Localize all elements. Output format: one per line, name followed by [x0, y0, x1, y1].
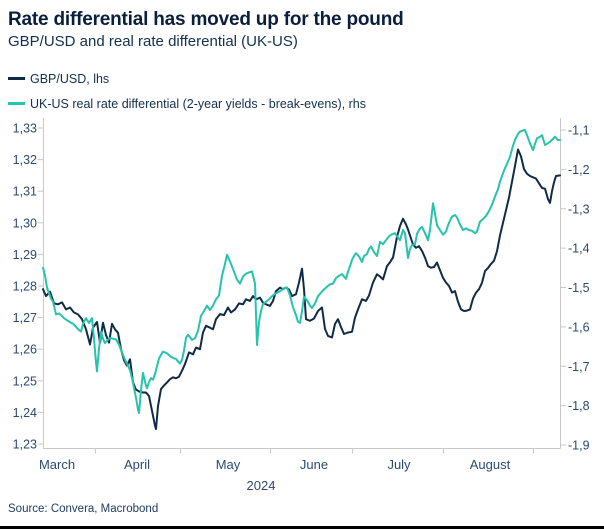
legend-label-differential: UK-US real rate differential (2-year yie…	[30, 96, 367, 111]
y-axis-left-tick-label: 1,27	[13, 311, 37, 325]
y-axis-left-tick-label: 1,23	[13, 438, 37, 452]
legend-line-swatch-gbpusd-icon	[8, 77, 25, 80]
x-axis-month-label: April	[124, 457, 150, 472]
legend-item-gbpusd: GBP/USD, lhs	[8, 66, 366, 91]
legend-label-gbpusd: GBP/USD, lhs	[30, 71, 110, 86]
legend-item-differential: UK-US real rate differential (2-year yie…	[8, 91, 366, 116]
y-axis-left-tick-label: 1,30	[13, 216, 37, 230]
y-axis-right-tick-label: -1,4	[568, 242, 590, 256]
y-axis-right-tick-label: -1,5	[568, 281, 590, 295]
x-axis-month-label: August	[470, 457, 511, 472]
y-axis-left-tick-label: 1,29	[13, 248, 37, 262]
y-axis-right-tick-label: -1,9	[568, 439, 590, 453]
series-line-gbpusd	[42, 148, 561, 431]
y-axis-left-tick-label: 1,33	[13, 122, 37, 136]
page-title: Rate differential has moved up for the p…	[8, 9, 404, 30]
x-axis-month-label: July	[387, 457, 411, 472]
y-axis-right-tick-label: -1,6	[568, 320, 590, 334]
y-axis-right-tick-label: -1,8	[568, 399, 590, 413]
y-axis-left-tick-label: 1,31	[13, 185, 37, 199]
bottom-divider	[0, 526, 604, 529]
y-axis-right-tick-label: -1,2	[568, 163, 590, 177]
y-axis-right-tick-label: -1,3	[568, 202, 590, 216]
chart-subtitle: GBP/USD and real rate differential (UK-U…	[8, 33, 298, 50]
x-axis-month-label: June	[300, 457, 328, 472]
legend-line-swatch-differential-icon	[8, 102, 25, 105]
y-axis-left-tick-label: 1,26	[13, 343, 37, 357]
y-axis-left-tick-label: 1,32	[13, 153, 37, 167]
x-axis-year-label: 2024	[247, 478, 276, 493]
y-axis-right-tick-label: -1,1	[568, 124, 590, 138]
chart-legend: GBP/USD, lhs UK-US real rate differentia…	[8, 66, 366, 116]
y-axis-right-tick-label: -1,7	[568, 360, 590, 374]
x-axis-month-label: March	[39, 457, 75, 472]
y-axis-left-tick-label: 1,28	[13, 280, 37, 294]
y-axis-left-tick-label: 1,24	[13, 406, 37, 420]
y-axis-left-tick-label: 1,25	[13, 374, 37, 388]
series-line-differential	[42, 129, 561, 415]
source-attribution: Source: Convera, Macrobond	[8, 503, 159, 515]
x-axis-month-label: May	[216, 457, 241, 472]
